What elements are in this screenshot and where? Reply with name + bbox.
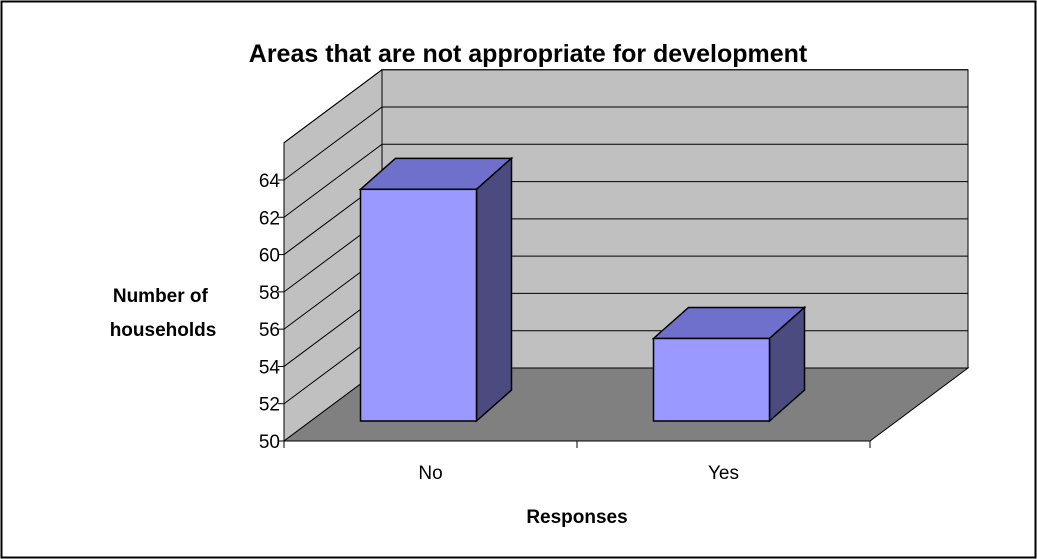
- y-tick-label: 60: [259, 246, 280, 267]
- x-tick-label: Yes: [708, 463, 739, 484]
- y-tick-label: 52: [259, 395, 280, 416]
- x-axis-title: Responses: [526, 507, 627, 528]
- x-tick-label: No: [418, 463, 442, 484]
- y-tick-label: 58: [259, 283, 280, 304]
- plot-area: 50 52 54 56 58 60 62 64 No Yes: [259, 68, 970, 484]
- y-tick-label: 64: [259, 171, 281, 192]
- gridline: [283, 106, 968, 181]
- bar: [359, 188, 478, 422]
- gridline: [283, 69, 968, 144]
- chart-title: Areas that are not appropriate for devel…: [249, 40, 808, 68]
- gridline: [283, 143, 968, 218]
- bar: [652, 337, 771, 422]
- y-axis-title-line-2: households: [110, 320, 217, 341]
- y-axis-title-line-1: Number of: [113, 286, 209, 307]
- y-tick-label: 50: [259, 432, 280, 453]
- y-axis-title: Number of households: [110, 286, 217, 341]
- y-tick-label: 56: [259, 320, 280, 341]
- bar-side: [475, 156, 513, 423]
- y-tick-label: 54: [259, 357, 281, 378]
- y-tick-label: 62: [259, 208, 280, 229]
